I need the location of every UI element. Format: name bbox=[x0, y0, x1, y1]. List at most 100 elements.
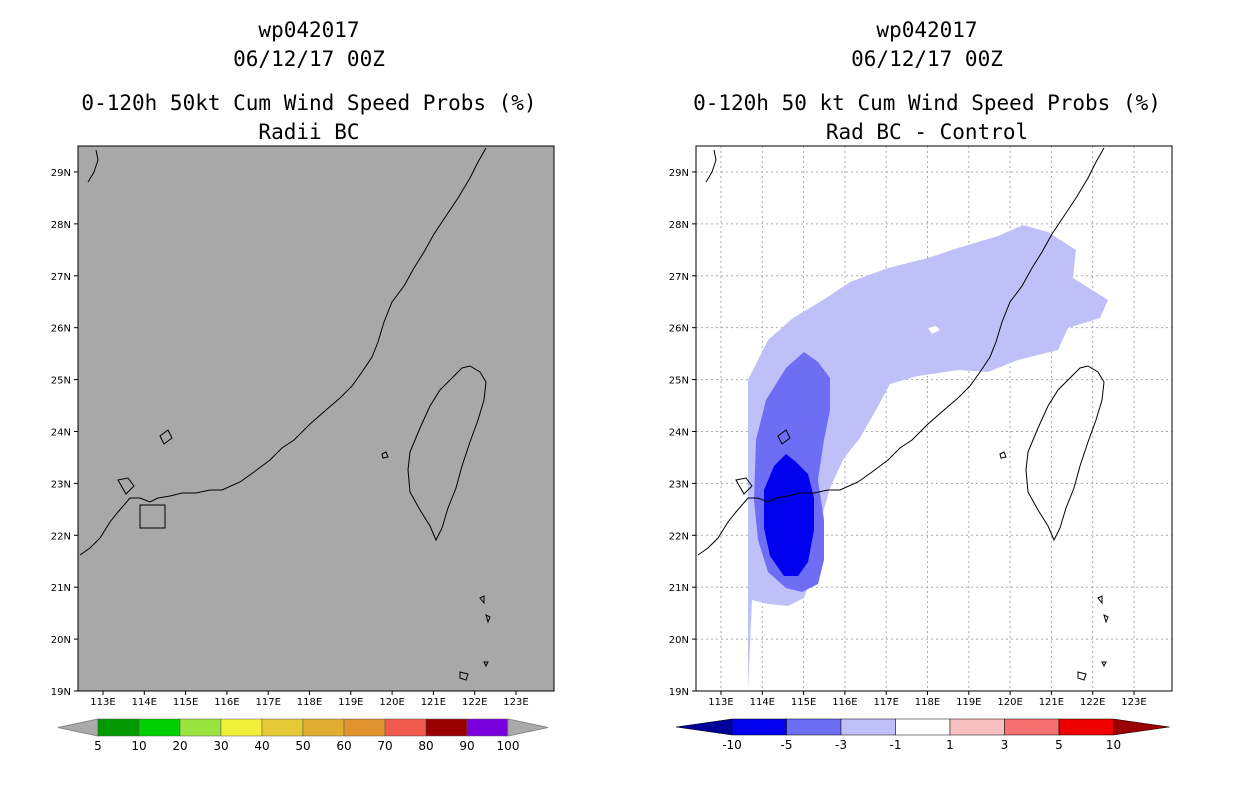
colorbar-label: 30 bbox=[213, 739, 228, 753]
colorbar-label: 5 bbox=[94, 739, 102, 753]
colorbar-label: 10 bbox=[1106, 738, 1121, 752]
colorbar-swatch bbox=[786, 718, 842, 736]
lat-tick-label: 22N bbox=[669, 531, 689, 542]
lat-tick-label: 19N bbox=[51, 687, 71, 698]
lon-tick-label: 115E bbox=[173, 697, 198, 708]
lat-tick-label: 23N bbox=[51, 479, 71, 490]
lon-tick-label: 115E bbox=[791, 697, 816, 708]
colorbar-swatch bbox=[731, 718, 787, 736]
lat-tick-label: 24N bbox=[51, 427, 71, 438]
colorbar-swatch bbox=[949, 718, 1005, 736]
colorbar-label: 50 bbox=[295, 739, 310, 753]
colorbar-swatch bbox=[840, 718, 896, 736]
contour-minus-5 bbox=[764, 454, 814, 576]
lat-tick-label: 22N bbox=[51, 531, 71, 542]
colorbar-swatch bbox=[179, 718, 222, 737]
lon-tick-label: 121E bbox=[421, 697, 446, 708]
colorbar-label: 80 bbox=[418, 739, 433, 753]
chart-subtitle: Radii BC bbox=[258, 120, 360, 144]
colorbar-label: -5 bbox=[781, 738, 793, 752]
lat-tick-label: 27N bbox=[51, 272, 71, 283]
lon-tick-label: 113E bbox=[90, 697, 115, 708]
lat-tick-label: 21N bbox=[669, 583, 689, 594]
coastline bbox=[79, 147, 491, 681]
colorbar-label: 70 bbox=[377, 739, 392, 753]
datetime: 06/12/17 00Z bbox=[851, 47, 1003, 71]
lat-tick-label: 29N bbox=[669, 168, 689, 179]
colorbar-label: -1 bbox=[890, 738, 902, 752]
lon-tick-label: 120E bbox=[379, 697, 404, 708]
colorbar: -10 -5 -3 -1 1 3 5 10 bbox=[675, 718, 1170, 752]
lat-axis: 19N 20N 21N 22N 23N 24N 25N 26N 27N 28N 29N bbox=[669, 168, 696, 698]
lon-tick-label: 119E bbox=[956, 697, 981, 708]
lon-tick-label: 120E bbox=[997, 697, 1022, 708]
lat-tick-label: 25N bbox=[669, 376, 689, 387]
map-frame bbox=[695, 145, 1173, 692]
lon-tick-label: 117E bbox=[873, 697, 898, 708]
colorbar-label: -3 bbox=[835, 738, 847, 752]
datetime: 06/12/17 00Z bbox=[233, 47, 385, 71]
chart-title: 0-120h 50kt Cum Wind Speed Probs (%) bbox=[81, 91, 537, 115]
lat-tick-label: 27N bbox=[669, 272, 689, 283]
lon-tick-label: 123E bbox=[503, 697, 528, 708]
colorbar-swatch bbox=[895, 718, 951, 736]
lat-tick-label: 20N bbox=[51, 635, 71, 646]
coastline bbox=[697, 147, 1109, 681]
chart-subtitle: Rad BC - Control bbox=[825, 120, 1029, 144]
lat-tick-label: 28N bbox=[51, 220, 71, 231]
lat-tick-label: 19N bbox=[669, 687, 689, 698]
lat-tick-label: 21N bbox=[51, 583, 71, 594]
colorbar-swatch bbox=[1058, 718, 1114, 736]
colorbar-label: 40 bbox=[254, 739, 269, 753]
lon-tick-label: 122E bbox=[462, 697, 487, 708]
colorbar: 5 10 20 30 40 50 60 70 80 90 100 bbox=[57, 718, 549, 753]
right-map-figure: 19N 20N 21N 22N 23N 24N 25N 26N 27N 28N 29N 113E 11… bbox=[669, 145, 1173, 752]
lon-tick-label: 121E bbox=[1039, 697, 1064, 708]
lat-tick-label: 24N bbox=[669, 427, 689, 438]
colorbar-label: 60 bbox=[336, 739, 351, 753]
colorbar-low-arrow bbox=[675, 718, 733, 736]
lat-tick-label: 23N bbox=[669, 479, 689, 490]
chart-title: 0-120h 50 kt Cum Wind Speed Probs (%) bbox=[693, 91, 1161, 115]
lat-tick-label: 25N bbox=[51, 376, 71, 387]
colorbar-swatch bbox=[220, 718, 263, 737]
colorbar-low-arrow bbox=[57, 718, 99, 737]
gridlines bbox=[696, 146, 1172, 692]
colorbar-label: -10 bbox=[722, 738, 742, 752]
lon-tick-label: 114E bbox=[132, 697, 157, 708]
lon-tick-label: 118E bbox=[915, 697, 940, 708]
lon-tick-label: 117E bbox=[255, 697, 280, 708]
colorbar-label: 10 bbox=[131, 739, 146, 753]
colorbar-swatch bbox=[261, 718, 304, 737]
colorbar-high-arrow bbox=[1113, 718, 1170, 736]
lon-tick-label: 122E bbox=[1080, 697, 1105, 708]
lat-axis: 19N 20N 21N 22N 23N 24N 25N 26N 27N 28N 29N bbox=[51, 168, 78, 698]
left-panel: wp042017 06/12/17 00Z 0-120h 50kt Cum Wi… bbox=[51, 18, 555, 753]
lat-tick-label: 28N bbox=[669, 220, 689, 231]
colorbar-label: 100 bbox=[497, 739, 520, 753]
lon-tick-label: 123E bbox=[1121, 697, 1146, 708]
colorbar-swatch bbox=[466, 718, 509, 737]
colorbar-label: 20 bbox=[172, 739, 187, 753]
storm-id: wp042017 bbox=[258, 18, 360, 42]
lon-tick-label: 116E bbox=[214, 697, 239, 708]
lon-tick-label: 118E bbox=[297, 697, 322, 708]
right-panel: wp042017 06/12/17 00Z 0-120h 50 kt Cum W… bbox=[618, 0, 1236, 800]
lon-axis: 113E 114E 115E 116E 117E 118E 119E 120E 121E 122E… bbox=[708, 691, 1147, 708]
colorbar-label: 3 bbox=[1001, 738, 1009, 752]
lon-tick-label: 113E bbox=[708, 697, 733, 708]
lon-tick-label: 119E bbox=[338, 697, 363, 708]
colorbar-swatch bbox=[97, 718, 140, 737]
map-frame bbox=[77, 145, 555, 692]
lon-tick-label: 116E bbox=[832, 697, 857, 708]
colorbar-high-arrow bbox=[507, 718, 549, 737]
lat-tick-label: 26N bbox=[669, 324, 689, 335]
colorbar-label: 5 bbox=[1055, 738, 1063, 752]
colorbar-swatch bbox=[1004, 718, 1060, 736]
colorbar-swatch bbox=[138, 718, 181, 737]
lat-tick-label: 20N bbox=[669, 635, 689, 646]
colorbar-swatch bbox=[302, 718, 345, 737]
lat-tick-label: 26N bbox=[51, 324, 71, 335]
colorbar-swatch bbox=[384, 718, 427, 737]
